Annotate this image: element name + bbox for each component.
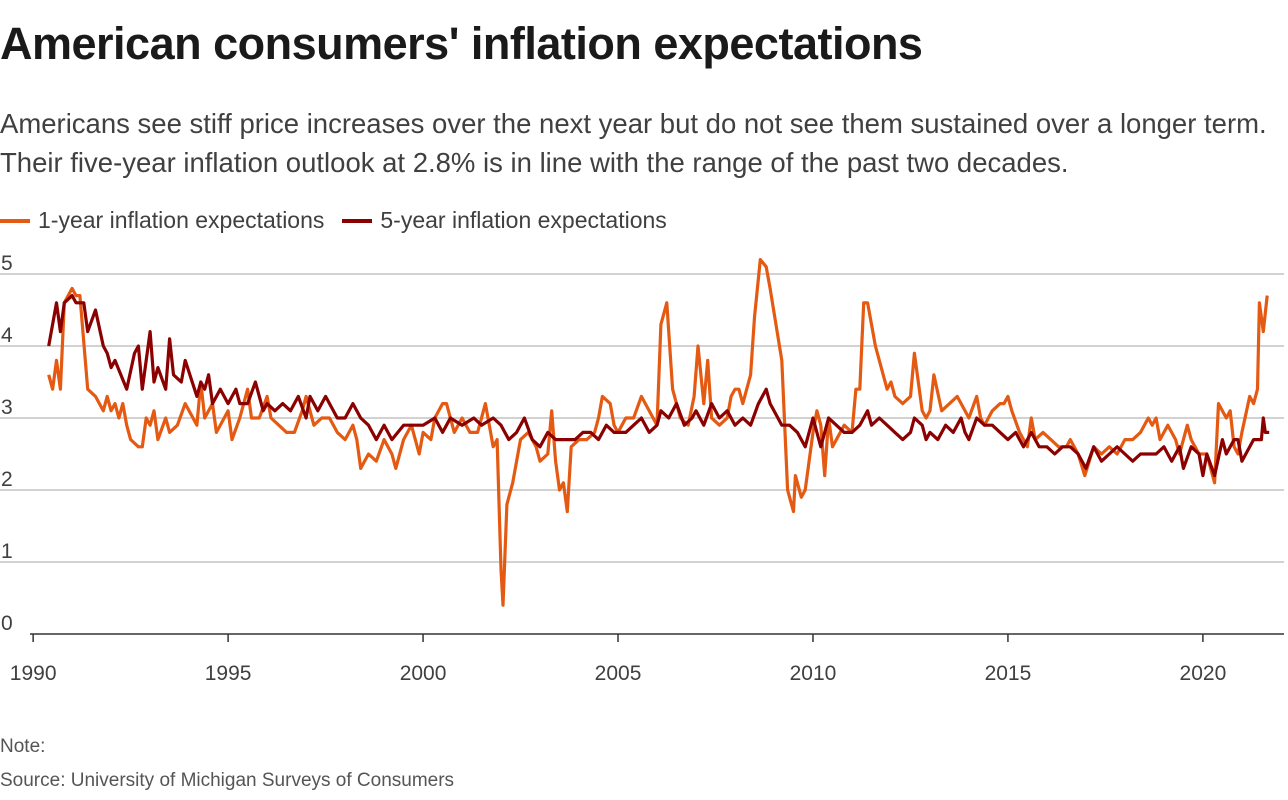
x-tick-label: 2010 (790, 662, 837, 685)
series-line-1-year (47, 258, 1269, 607)
y-tick-label: 3 (1, 396, 13, 419)
x-tick-label: 1990 (10, 662, 57, 685)
legend-swatch-1-year (0, 218, 30, 223)
legend-label-1-year: 1-year inflation expectations (38, 207, 325, 233)
x-tick-label: 2020 (1180, 662, 1227, 685)
x-tick-label: 2005 (595, 662, 642, 685)
legend-label-5-year: 5-year inflation expectations (380, 207, 667, 233)
line-chart: 0 1 2 3 4 5 1990 1995 2000 2005 2010 2015 2020 (0, 252, 1284, 685)
y-tick-label: 4 (1, 324, 13, 347)
y-tick-label: 0 (1, 612, 13, 635)
y-tick-label: 1 (1, 540, 13, 563)
x-tick-label: 2015 (985, 662, 1032, 685)
x-tick-label: 1995 (205, 662, 252, 685)
series-line-5-year (47, 294, 1270, 478)
chart-note: Note: (0, 736, 46, 757)
legend-swatch-5-year (342, 218, 373, 223)
legend: 1-year inflation expectations 5-year inf… (0, 207, 667, 234)
y-tick-label: 2 (1, 468, 13, 491)
y-tick-label: 5 (1, 252, 13, 275)
chart-subtitle: Americans see stiff price increases over… (0, 108, 1267, 178)
legend-item-5-year: 5-year inflation expectations (342, 207, 667, 234)
x-tick-label: 2000 (400, 662, 447, 685)
legend-item-1-year: 1-year inflation expectations (0, 207, 324, 234)
chart-title: American consumers' inflation expectatio… (0, 18, 923, 69)
chart-source: Source: University of Michigan Surveys o… (0, 770, 455, 791)
